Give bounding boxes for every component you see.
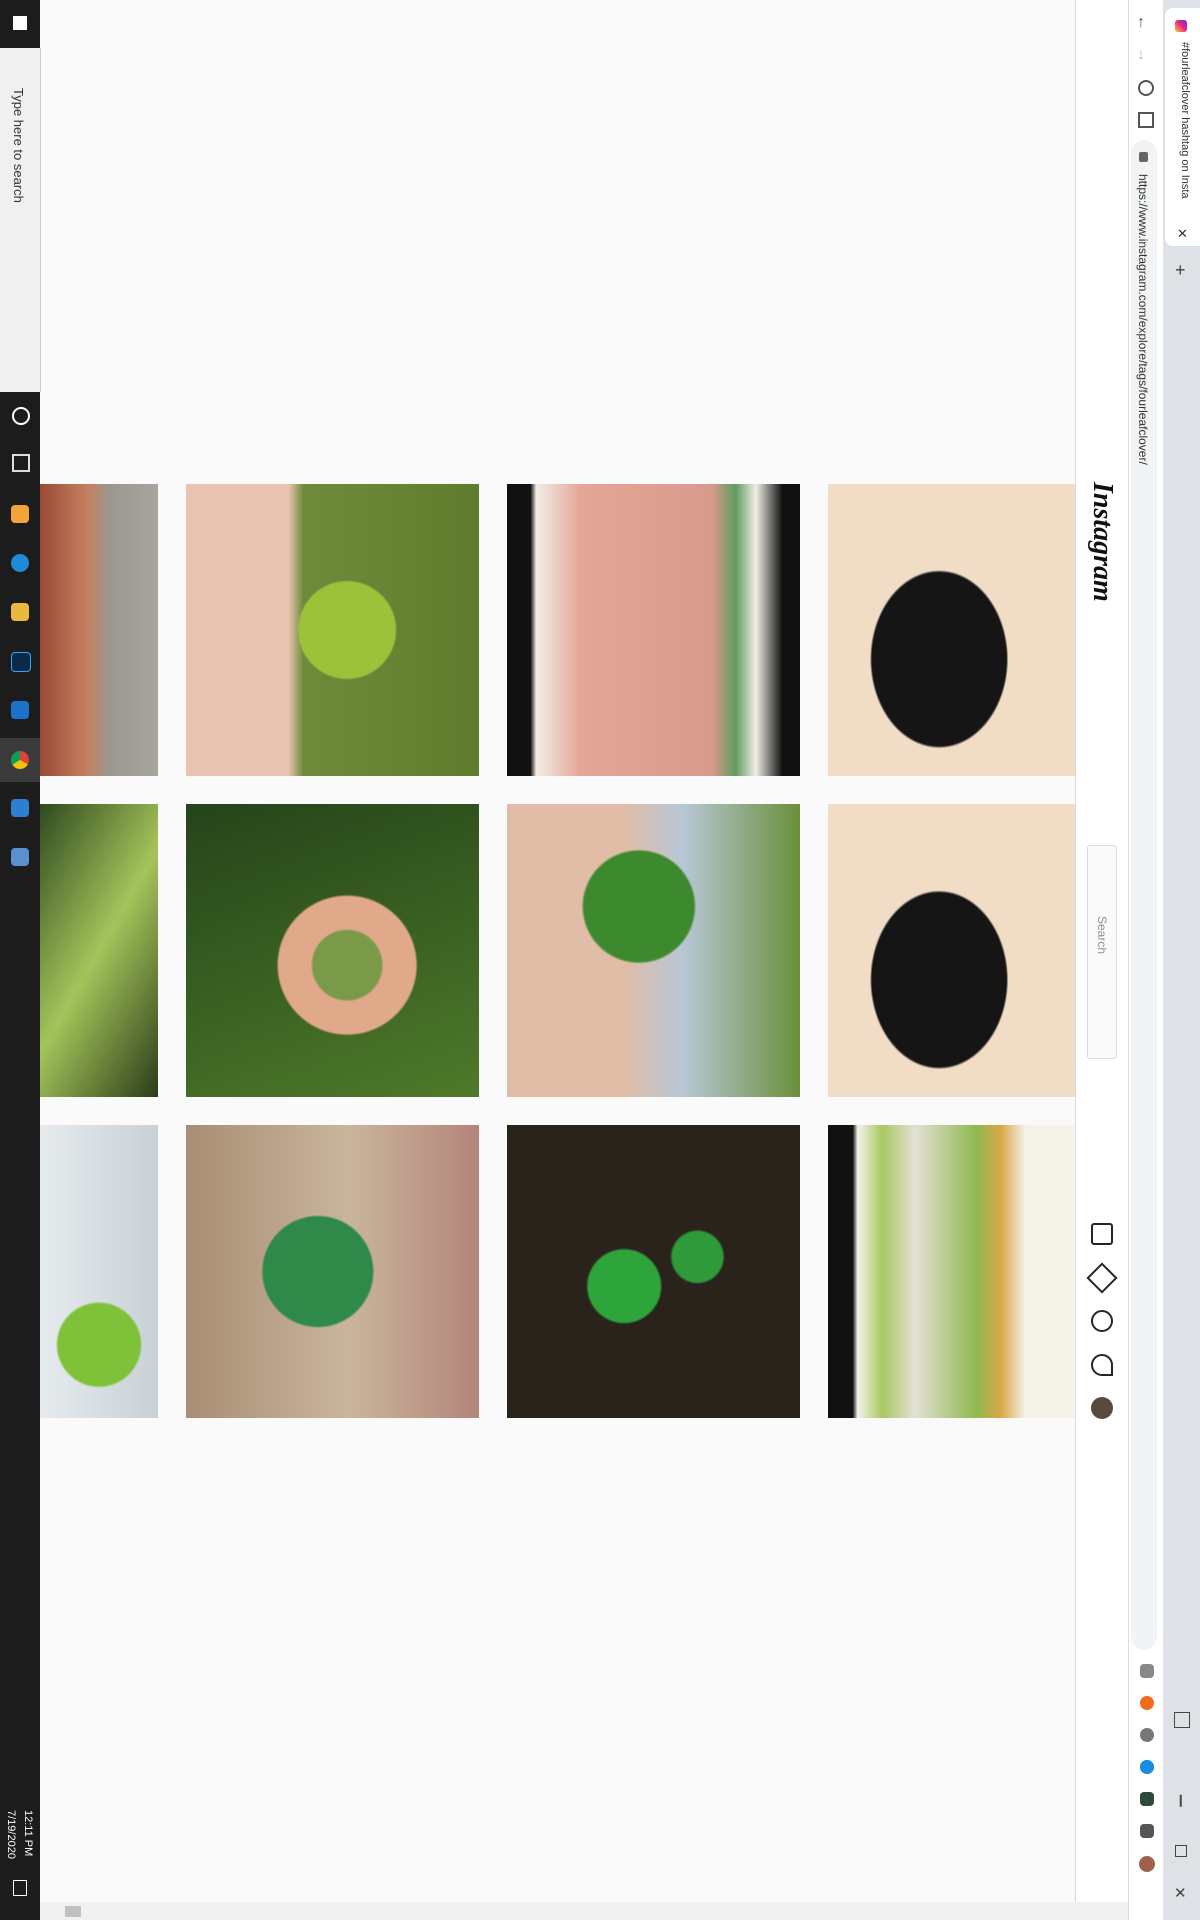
photo-tile[interactable]: [186, 484, 479, 776]
reload-button[interactable]: [1138, 80, 1154, 96]
extension-icon[interactable]: [1140, 1760, 1154, 1774]
notifications[interactable]: [13, 1880, 27, 1896]
clock-time: 12:11 PM: [22, 1810, 34, 1857]
instagram-logo[interactable]: Instagram: [1087, 482, 1118, 602]
explore-icon[interactable]: [1091, 1310, 1113, 1332]
profile-icon[interactable]: [1091, 1397, 1113, 1419]
photo-tile[interactable]: [40, 1125, 158, 1418]
tab-layout[interactable]: [1174, 1712, 1190, 1728]
app-icon[interactable]: [11, 505, 29, 523]
profile-avatar[interactable]: [1139, 1856, 1155, 1872]
tab-title: #fourleafclover hashtag on Insta: [1179, 42, 1191, 199]
activity-icon[interactable]: [1091, 1354, 1113, 1376]
photo-tile[interactable]: [40, 484, 158, 776]
close-window[interactable]: ✕: [1174, 1885, 1187, 1902]
active-tab[interactable]: #fourleafclover hashtag on Insta ✕: [1165, 8, 1200, 246]
cortana[interactable]: [12, 407, 30, 425]
photo-tile[interactable]: [40, 804, 158, 1097]
app-icon[interactable]: [11, 799, 29, 817]
photo-tile[interactable]: [828, 1125, 1075, 1418]
scrollbar[interactable]: [40, 1902, 1128, 1920]
clock-date: 7/19/2020: [5, 1810, 17, 1859]
extension-icon[interactable]: [1140, 1664, 1154, 1678]
photo-tile[interactable]: [507, 804, 800, 1097]
home-button[interactable]: [1138, 112, 1154, 128]
search-box[interactable]: Type here to search: [0, 48, 41, 392]
start-button[interactable]: [0, 0, 40, 48]
tab-strip: [1163, 0, 1200, 1920]
search-placeholder: Search: [1095, 916, 1109, 955]
forward-button[interactable]: ↓: [1137, 46, 1145, 63]
app-icon[interactable]: [11, 652, 31, 672]
active-app[interactable]: [0, 738, 40, 782]
extension-icon[interactable]: [1140, 1696, 1154, 1710]
back-button[interactable]: ↑: [1137, 14, 1145, 31]
extension-icon[interactable]: [1140, 1728, 1154, 1742]
app-icon[interactable]: [11, 603, 29, 621]
search-placeholder: Type here to search: [11, 88, 26, 203]
photo-tile[interactable]: [828, 804, 1075, 1097]
tab-close[interactable]: ✕: [1177, 226, 1188, 241]
new-tab[interactable]: +: [1175, 260, 1186, 280]
extensions-menu[interactable]: [1140, 1824, 1154, 1838]
photo-tile[interactable]: [186, 804, 479, 1097]
minimize[interactable]: [1180, 1794, 1182, 1807]
photo-tile[interactable]: [507, 1125, 800, 1418]
task-view[interactable]: [12, 454, 30, 472]
url: https://www.instagram.com/explore/tags/f…: [1136, 174, 1150, 465]
maximize[interactable]: [1175, 1845, 1187, 1857]
app-icon[interactable]: [11, 848, 29, 866]
app-icon[interactable]: [11, 701, 29, 719]
home-icon[interactable]: [1091, 1223, 1113, 1245]
search-field[interactable]: Search: [1087, 845, 1117, 1059]
app-icon[interactable]: [11, 554, 29, 572]
photo-tile[interactable]: [507, 484, 800, 776]
photo-tile[interactable]: [186, 1125, 479, 1418]
photo-tile[interactable]: [828, 484, 1075, 776]
address-bar[interactable]: https://www.instagram.com/explore/tags/f…: [1131, 140, 1157, 1650]
extension-icon[interactable]: [1140, 1792, 1154, 1806]
